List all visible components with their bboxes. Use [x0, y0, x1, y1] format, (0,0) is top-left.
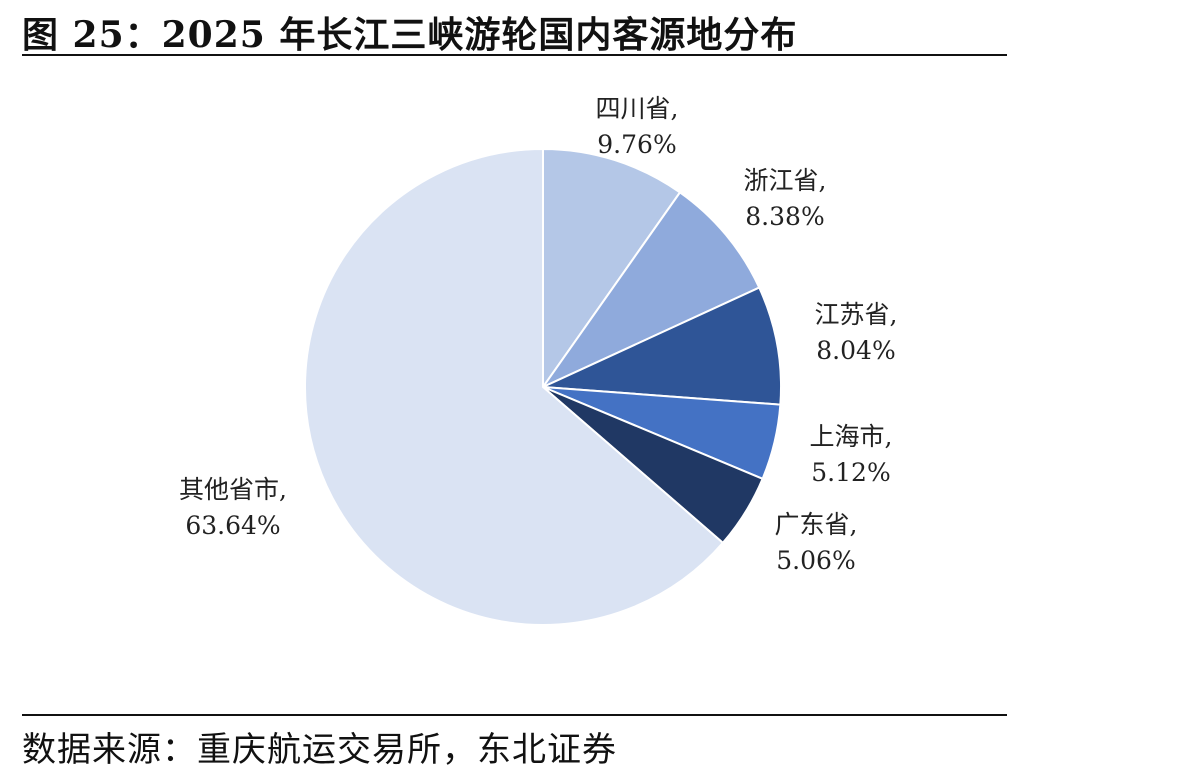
pie-label-value-3: 8.04% [816, 336, 895, 365]
pie-label-value-4: 5.12% [811, 458, 890, 487]
source-note: 数据来源：重庆航运交易所，东北证券 [22, 730, 617, 770]
pie-label-value-1: 9.76% [597, 130, 676, 159]
top-rule [22, 54, 1007, 56]
pie-label-value-5: 5.06% [776, 546, 855, 575]
bottom-rule [22, 714, 1007, 716]
pie-slice-2 [540, 190, 761, 390]
pie-label-category-1: 四川省, [596, 94, 679, 123]
pie-label-category-2: 浙江省, [744, 166, 827, 195]
pie-slice-1 [542, 147, 682, 391]
pie-label-value-2: 8.38% [745, 202, 824, 231]
pie-labels: 四川省, 9.76% 浙江省, 8.38% 江苏省, 8.04% 上海市, 5.12% 广东省,… [179, 94, 897, 575]
pie-label-category-6: 其他省市, [179, 475, 287, 504]
figure-title: 图 25：2025 年长江三峡游轮国内客源地分布 [22, 14, 798, 56]
pie-label-category-5: 广东省, [775, 510, 858, 539]
pie-label-value-6: 63.64% [185, 511, 280, 540]
pie-slice-3 [542, 286, 782, 406]
pie-slice-6 [304, 147, 725, 626]
pie-label-category-4: 上海市, [810, 422, 893, 451]
pie-label-category-3: 江苏省, [815, 300, 898, 329]
pie-slices [304, 147, 782, 626]
